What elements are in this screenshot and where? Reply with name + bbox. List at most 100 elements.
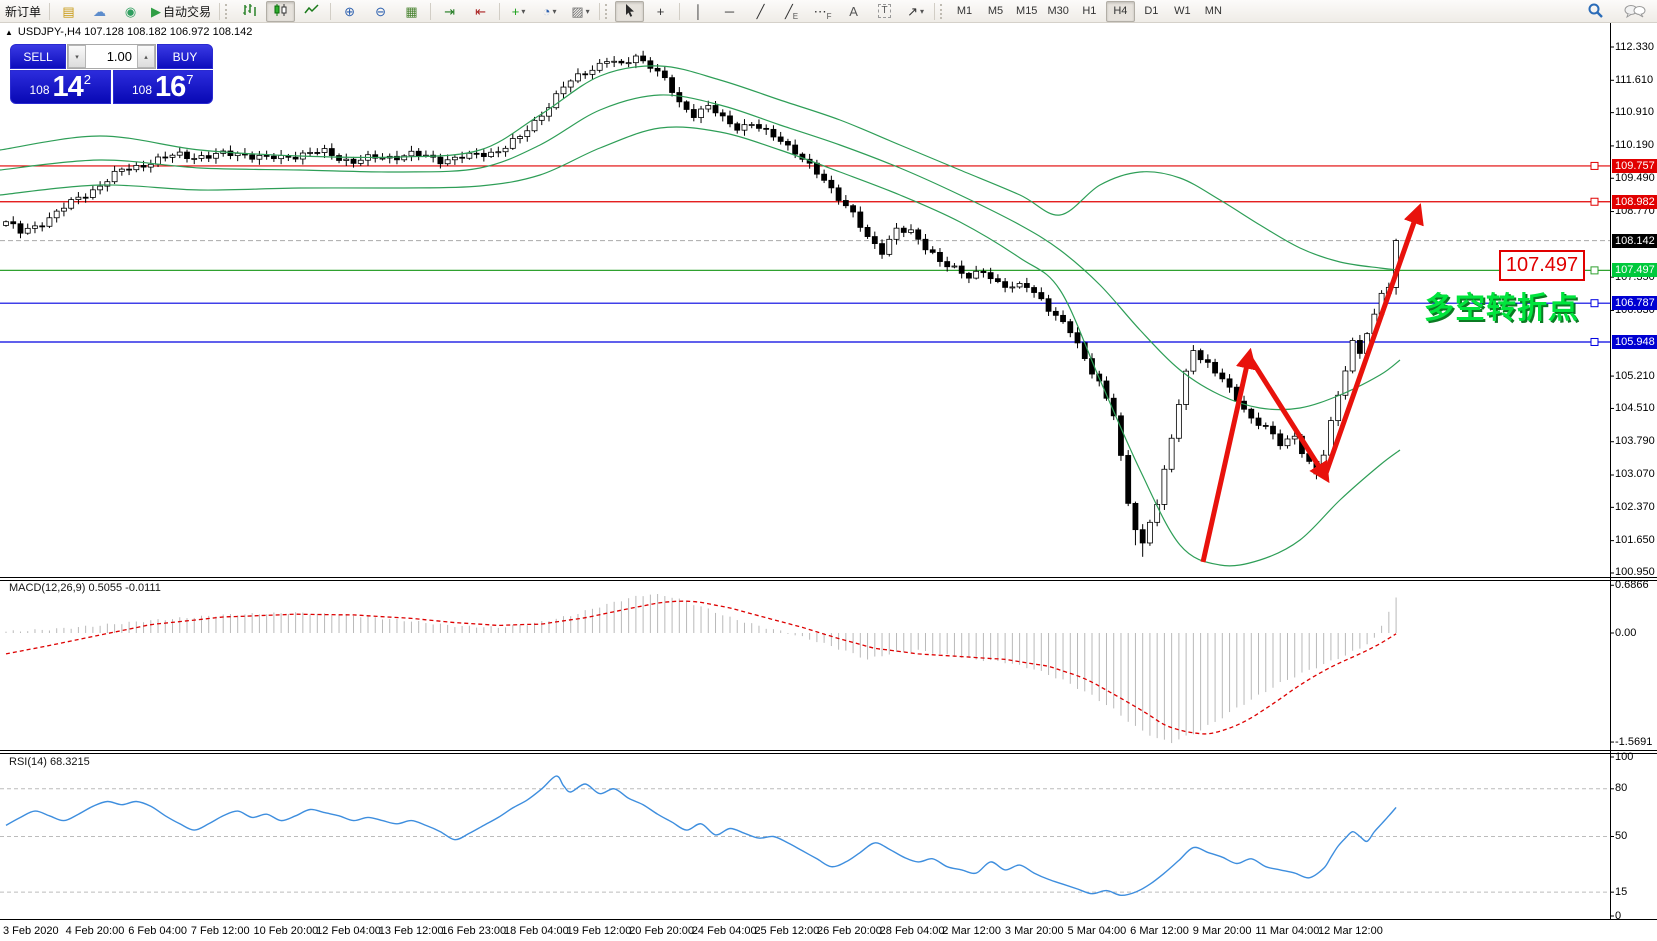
- time-label-13: 26 Feb 20:00: [817, 925, 882, 937]
- arrows-button[interactable]: ↗ ▾: [901, 1, 930, 22]
- bar-chart-icon: [242, 3, 257, 20]
- text-button[interactable]: A: [839, 1, 868, 22]
- timeframe-h1-button[interactable]: H1: [1082, 5, 1097, 17]
- buy-price-button[interactable]: 108 16 7: [112, 70, 213, 104]
- candlestick-series: [3, 50, 1399, 557]
- buy-price-figure: 108: [131, 83, 153, 97]
- horizontal-level-lines[interactable]: [0, 161, 1610, 346]
- candle-chart-button[interactable]: [266, 0, 296, 22]
- indicators-icon: +: [511, 3, 520, 19]
- time-label-11: 24 Feb 04:00: [691, 925, 757, 937]
- trendline-icon: ╱: [756, 3, 765, 19]
- time-label-17: 5 Mar 04:00: [1067, 925, 1127, 937]
- zoom-in-button[interactable]: ⊕: [335, 1, 364, 22]
- line-handle[interactable]: [1590, 299, 1599, 308]
- volume-decrease-button[interactable]: ▾: [68, 45, 86, 68]
- timeframe-m1-button[interactable]: M1: [956, 5, 973, 17]
- hline-button[interactable]: ─: [715, 1, 744, 22]
- timeframe-d1-button[interactable]: D1: [1144, 5, 1159, 17]
- new-order-button-label: 新订单: [5, 4, 42, 19]
- price-tick-105.210: 105.210: [1615, 369, 1655, 382]
- tile-windows-button[interactable]: ▦: [397, 1, 426, 22]
- chart-canvas[interactable]: [0, 22, 1657, 941]
- sell-price-figure: 108: [29, 83, 50, 97]
- line-handle[interactable]: [1590, 161, 1599, 170]
- volume-input[interactable]: [86, 45, 137, 68]
- time-label-8: 18 Feb 04:00: [503, 925, 569, 937]
- line-handle[interactable]: [1590, 266, 1599, 275]
- buy-price-pips: 16: [155, 71, 186, 103]
- chat-icon-button[interactable]: [1620, 1, 1650, 22]
- level-badge-107.497: 107.497: [1612, 263, 1657, 278]
- time-label-18: 6 Mar 12:00: [1130, 925, 1189, 937]
- price-tick-103.790: 103.790: [1615, 435, 1655, 448]
- buy-button[interactable]: BUY: [157, 44, 213, 69]
- timeframe-mn-button[interactable]: MN: [1204, 5, 1222, 17]
- crosshair-button[interactable]: +: [646, 1, 675, 22]
- timeframe-m5-button[interactable]: M5: [987, 5, 1004, 17]
- profiles-icon-icon: ☁: [93, 3, 107, 19]
- timeframe-m15-button[interactable]: M15: [1016, 5, 1038, 17]
- dropdown-caret-icon[interactable]: ▾: [919, 6, 924, 16]
- trendline-button[interactable]: ╱: [746, 1, 775, 22]
- toolbar-separator: [679, 2, 681, 20]
- timeframe-m30-button[interactable]: M30: [1047, 5, 1069, 17]
- toolbar-drag-handle[interactable]: [225, 3, 230, 19]
- rsi-tick-0: 0: [1615, 909, 1622, 922]
- turning-point-text[interactable]: 多空转折点: [1424, 292, 1579, 325]
- price-tick-110.190: 110.190: [1615, 139, 1654, 152]
- toolbar-group: │ ─ ╱ ╱ E ⋯ F A T ↗ ▾: [683, 0, 931, 22]
- dropdown-caret-icon[interactable]: ▾: [521, 6, 526, 16]
- profiles-icon-button[interactable]: ☁: [85, 1, 114, 22]
- timeframe-w1-button[interactable]: W1: [1174, 5, 1191, 17]
- dropdown-caret-icon[interactable]: ▾: [585, 6, 590, 16]
- vline-button[interactable]: │: [684, 1, 713, 22]
- sell-price-button[interactable]: 108 14 2: [10, 70, 111, 104]
- pane-borders: [0, 22, 1657, 928]
- charts-icon-button[interactable]: ▤: [54, 1, 83, 22]
- hline-icon: ─: [724, 3, 735, 19]
- price-tick-102.370: 102.370: [1615, 500, 1655, 513]
- new-order-button[interactable]: 新订单: [1, 1, 45, 22]
- autotrade-button[interactable]: ▶ 自动交易: [147, 1, 215, 22]
- auto-scroll-button[interactable]: ⇥: [435, 1, 464, 22]
- line-handle[interactable]: [1590, 337, 1599, 346]
- timeframe-h4-button[interactable]: H4: [1105, 0, 1135, 22]
- toolbar-drag-handle[interactable]: [940, 3, 945, 19]
- label-button[interactable]: T: [870, 1, 899, 22]
- zoom-out-button[interactable]: ⊖: [366, 1, 395, 22]
- macd-tick-0.00: 0.00: [1615, 626, 1637, 639]
- macd-tick--1.5691: -1.5691: [1615, 735, 1653, 748]
- collapse-panel-arrow[interactable]: ▲: [5, 27, 13, 37]
- text-icon: A: [849, 3, 858, 19]
- sell-button[interactable]: SELL: [10, 44, 66, 69]
- search-icon-button[interactable]: [1581, 1, 1610, 22]
- zigzag-arrow-annotation[interactable]: [1200, 203, 1424, 563]
- toolbar-separator: [934, 2, 936, 20]
- channel-icon: ╱: [784, 3, 793, 19]
- volume-increase-button[interactable]: ▴: [137, 45, 155, 68]
- bar-chart-button[interactable]: [235, 1, 264, 22]
- templates-button[interactable]: ▨ ▾: [566, 1, 595, 22]
- fibonacci-button[interactable]: ⋯ F: [808, 1, 837, 22]
- symbol-ohlc-text: USDJPY-,H4 107.128 108.182 106.972 108.1…: [17, 26, 253, 38]
- time-axis[interactable]: 3 Feb 2020 4 Feb 20:00 6 Feb 04:00 7 Feb 12…: [0, 920, 1657, 941]
- price-callout-box[interactable]: 107.497: [1499, 250, 1585, 281]
- bollinger-middle-band: [0, 94, 1401, 411]
- alerts-icon-button[interactable]: ◉: [116, 1, 145, 22]
- toolbar-drag-handle[interactable]: [605, 3, 610, 19]
- periods-button[interactable]: ◔ ▾: [535, 1, 564, 22]
- level-badge-109.757: 109.757: [1612, 158, 1657, 173]
- chart-shift-button[interactable]: ⇤: [466, 1, 495, 22]
- price-axis[interactable]: 112.330 111.610 110.910 110.190 109.490 108.7…: [1611, 22, 1657, 922]
- toolbar-separator: [430, 2, 432, 20]
- time-label-16: 3 Mar 20:00: [1004, 925, 1064, 937]
- alerts-icon-icon: ◉: [124, 3, 137, 19]
- line-chart-button[interactable]: [297, 1, 326, 22]
- cursor-button[interactable]: [615, 0, 645, 22]
- indicators-button[interactable]: + ▾: [504, 1, 533, 22]
- dropdown-caret-icon[interactable]: ▾: [552, 6, 557, 16]
- fibonacci-icon: ⋯: [813, 3, 827, 19]
- line-handle[interactable]: [1590, 197, 1599, 206]
- channel-button[interactable]: ╱ E: [777, 1, 806, 22]
